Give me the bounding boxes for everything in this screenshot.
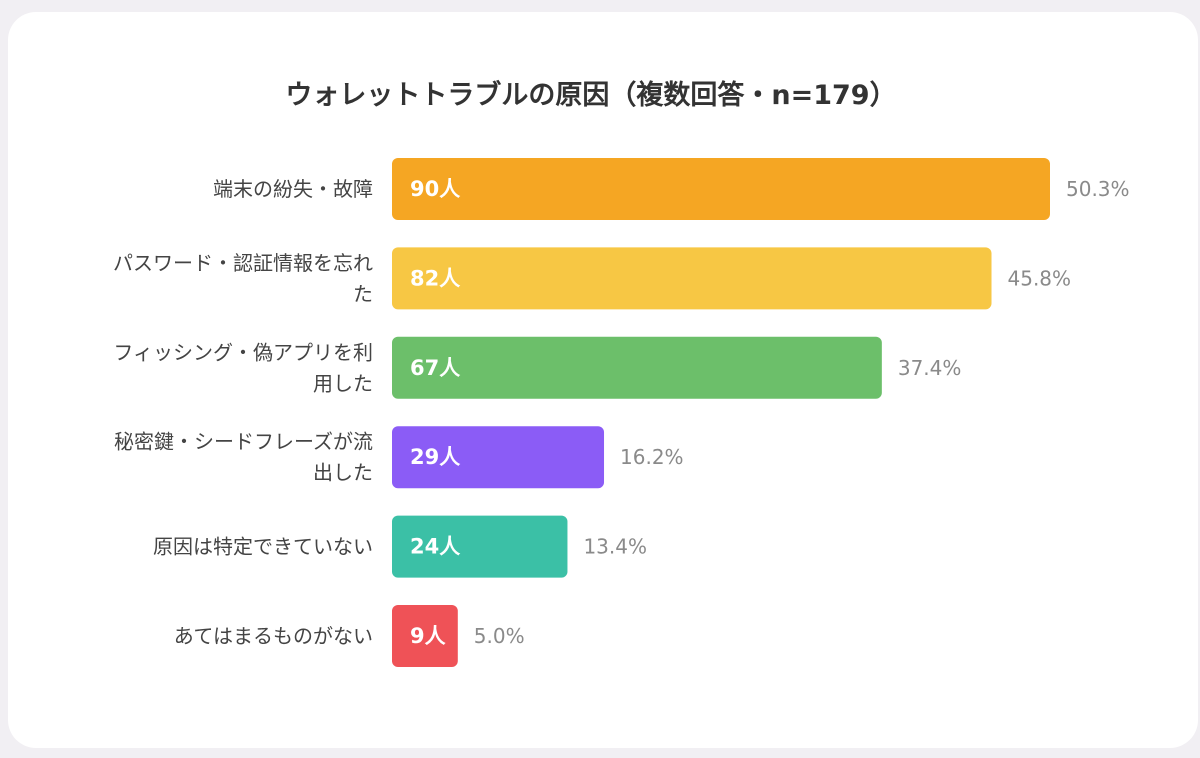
chart-title: ウォレットトラブルの原因（複数回答・n=179） <box>285 80 897 111</box>
bar <box>392 605 458 667</box>
category-label: フィッシング・偽アプリを利 <box>113 340 373 364</box>
percent-label: 16.2% <box>620 445 684 469</box>
bar <box>392 336 882 399</box>
category-label: た <box>353 282 373 306</box>
value-label: 9人 <box>410 624 446 648</box>
bar <box>392 247 992 310</box>
value-label: 67人 <box>410 356 460 380</box>
category-label: 原因は特定できていない <box>153 535 373 559</box>
bar <box>392 158 1050 220</box>
category-label: 出した <box>313 461 373 485</box>
category-label: 秘密鍵・シードフレーズが流 <box>114 430 373 454</box>
category-label: パスワード・認証情報を忘れ <box>113 251 373 275</box>
value-label: 90人 <box>410 177 460 201</box>
bar <box>392 515 568 578</box>
percent-label: 13.4% <box>583 535 647 559</box>
percent-label: 37.4% <box>898 356 962 380</box>
bar <box>392 426 605 489</box>
percent-label: 5.0% <box>474 624 525 648</box>
percent-label: 45.8% <box>1008 266 1072 290</box>
category-label: 用した <box>313 371 373 395</box>
category-label: あてはまるものがない <box>174 624 373 648</box>
value-label: 29人 <box>410 445 460 469</box>
category-label: 端末の紛失・故障 <box>213 177 373 201</box>
value-label: 24人 <box>410 535 460 559</box>
value-label: 82人 <box>410 266 460 290</box>
percent-label: 50.3% <box>1066 177 1130 201</box>
